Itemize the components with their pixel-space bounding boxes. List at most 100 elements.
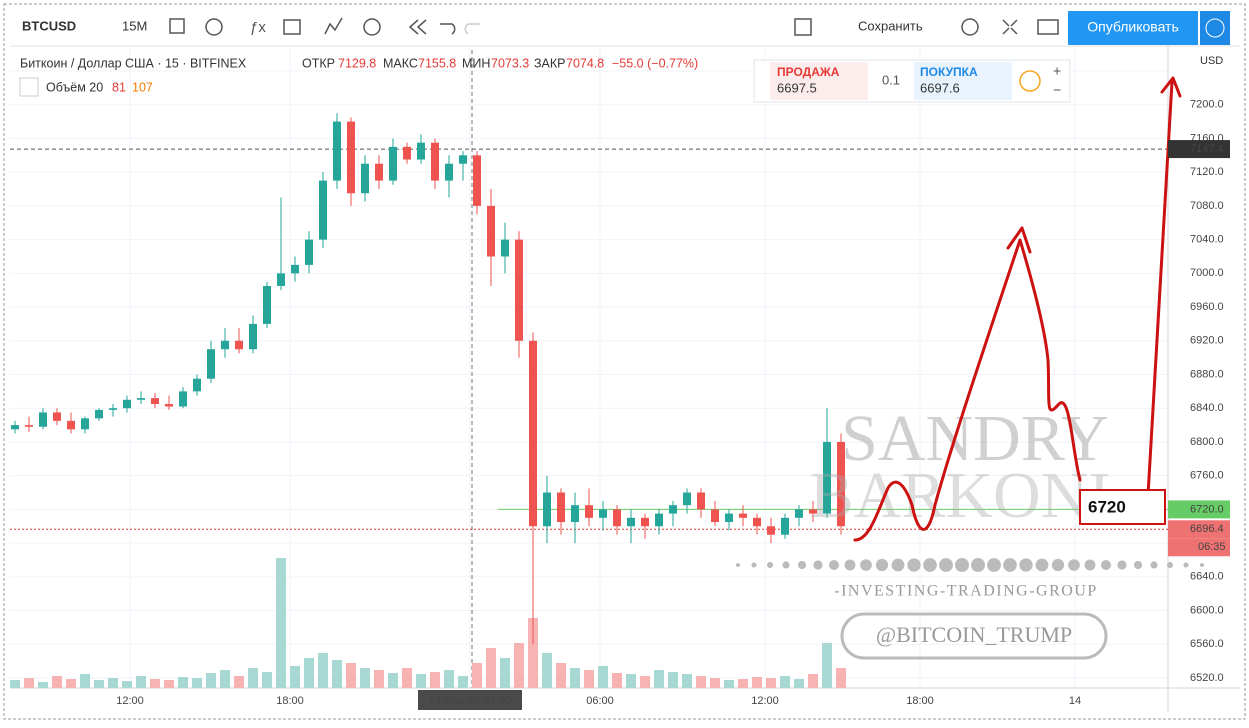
price-marker (1168, 500, 1230, 519)
legend-title: Биткоин / Доллар США · 15 · BITFINEX (20, 56, 247, 70)
price-marker (1168, 520, 1230, 539)
volume-bar (52, 676, 62, 688)
candle-body (39, 412, 47, 427)
play-icon (1205, 18, 1225, 38)
frame (3, 3, 1246, 720)
candle-body (529, 340, 537, 527)
price-tick-label: 6960.0 (1190, 301, 1224, 313)
qty[interactable]: 0.1 (882, 72, 900, 87)
volume-bar (234, 676, 244, 688)
volume-bar (416, 674, 426, 688)
candle-body (431, 142, 439, 181)
volume-bar (66, 679, 76, 688)
candle-body (291, 264, 299, 274)
legend: Биткоин / Доллар США · 15 · BITFINEX ОТК… (19, 56, 698, 97)
watermark: SANDRY BARKONI -INVESTING-TRADING-GROUP … (736, 402, 1204, 660)
volume-bar (766, 678, 776, 688)
publish-label[interactable]: Опубликовать (1087, 19, 1179, 35)
currency: USD (1200, 55, 1223, 67)
volume-bar (780, 676, 790, 688)
watermark-tagline: -INVESTING-TRADING-GROUP (834, 583, 1098, 600)
time-tick-label: 18:00 (276, 695, 304, 707)
volume-a: 81 (112, 80, 126, 94)
annotation-box (1079, 489, 1166, 525)
candle-body (193, 378, 201, 392)
legend-open-label: ОТКР (302, 56, 335, 70)
volume-bar (24, 678, 34, 688)
plus[interactable]: + (1053, 63, 1061, 79)
volume-bar (556, 663, 566, 688)
price-tick-label: 6840.0 (1190, 402, 1224, 414)
svg-text:ƒx: ƒx (250, 19, 266, 36)
watermark-dot (1150, 561, 1158, 569)
collapse-button[interactable] (19, 77, 39, 97)
watermark-dot (1117, 560, 1127, 570)
candle-body (67, 420, 75, 430)
volume-bar (752, 677, 762, 688)
watermark-dot (1068, 559, 1080, 571)
volume-bar (248, 668, 258, 688)
sell-price[interactable]: 6697.5 (777, 80, 817, 95)
price-tick-label: 6800.0 (1190, 436, 1224, 448)
candle-body (711, 509, 719, 523)
info-icon[interactable] (1019, 70, 1041, 92)
volume-b: 107 (132, 80, 153, 94)
toolbar-icons[interactable]: ƒx (169, 17, 1059, 36)
candle-body (249, 323, 257, 350)
watermark-handle: @BITCOIN_TRUMP (876, 622, 1072, 647)
watermark-line1: SANDRY (841, 402, 1109, 475)
minus[interactable]: − (1053, 82, 1061, 98)
play-button[interactable] (1200, 11, 1230, 45)
volume-bar (696, 676, 706, 688)
candle-body (137, 398, 145, 400)
legend-high-label: МАКС (383, 56, 418, 70)
watermark-pill (840, 612, 1108, 660)
watermark-dot (1084, 559, 1096, 571)
candle-body (725, 513, 733, 523)
save-button[interactable]: Сохранить (858, 18, 923, 33)
candle-body (459, 155, 467, 164)
time-tick-label: 13 Апр '20 01:00 (429, 695, 512, 707)
buy-price[interactable]: 6697.6 (920, 80, 960, 95)
volume-bar (738, 679, 748, 688)
volume-bar (150, 679, 160, 688)
buy-label[interactable]: ПОКУПКА (920, 65, 978, 79)
volume-bar (10, 680, 20, 688)
volume-bar (346, 663, 356, 688)
interval[interactable]: 15M (122, 18, 147, 33)
candle-body (123, 399, 131, 409)
candle-body (571, 505, 579, 523)
candle-body (207, 349, 215, 379)
price-marker-label: 7147.4 (1190, 143, 1224, 155)
trade-panel: ПРОДАЖА 6697.5 0.1 ПОКУПКА 6697.6 + − (753, 59, 1071, 103)
symbol[interactable]: BTCUSD (22, 18, 76, 33)
candle-body (109, 408, 117, 410)
sell-box[interactable] (770, 62, 868, 100)
watermark-dot (891, 558, 905, 572)
candle-body (473, 155, 481, 206)
watermark-dot (1133, 560, 1143, 570)
watermark-dot (813, 560, 823, 570)
watermark-dot (923, 558, 937, 572)
candle-body (739, 513, 747, 518)
volume-bar (38, 682, 48, 688)
candle-body (767, 526, 775, 535)
candle-body (53, 412, 61, 421)
sell-label[interactable]: ПРОДАЖА (777, 65, 840, 79)
volume-bar (654, 670, 664, 688)
legend-open: 7129.8 (338, 56, 376, 70)
candle-body (585, 505, 593, 518)
volume-bar (724, 680, 734, 688)
volume-bar (794, 679, 804, 688)
time-tick-label: 14 (1069, 695, 1081, 707)
publish-button[interactable] (1068, 11, 1198, 45)
volume-bar (262, 672, 272, 688)
candle-body (543, 492, 551, 527)
candle-body (837, 441, 845, 527)
legend-close: 7074.8 (566, 56, 604, 70)
candle-body (179, 391, 187, 407)
volume-bar (500, 658, 510, 688)
watermark-dot (844, 559, 856, 571)
price-marker-label: 6696.4 (1190, 523, 1224, 535)
buy-box[interactable] (914, 62, 1012, 100)
